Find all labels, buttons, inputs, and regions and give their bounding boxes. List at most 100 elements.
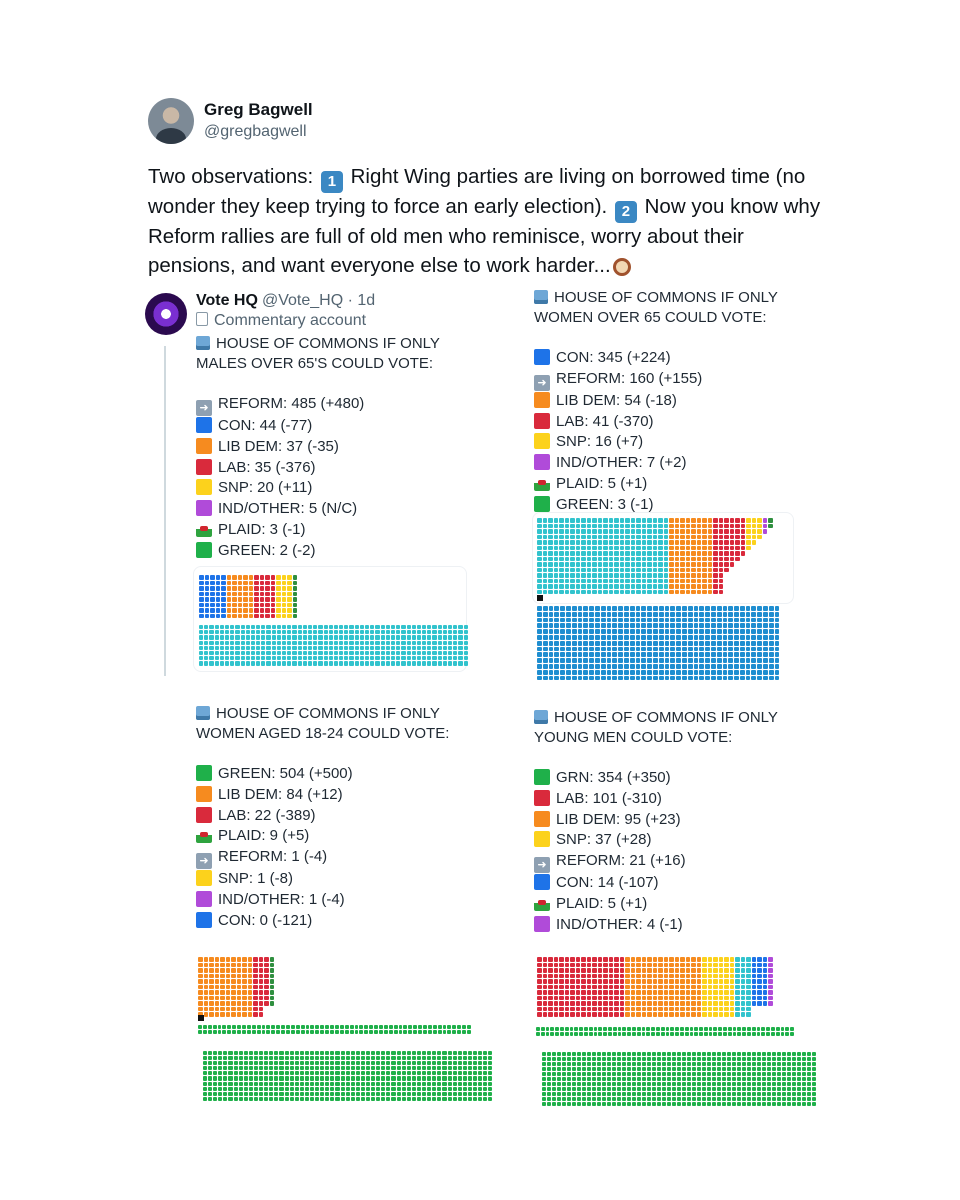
seat — [705, 606, 710, 611]
seat — [745, 611, 751, 617]
seat — [340, 1056, 345, 1061]
seat — [612, 1057, 616, 1061]
seat — [581, 584, 586, 589]
seat — [472, 1066, 478, 1071]
seat — [398, 1029, 403, 1034]
seat — [728, 675, 734, 681]
seat — [774, 606, 780, 611]
seat — [228, 1091, 233, 1096]
seat — [264, 979, 269, 984]
result-row: LIB DEM: 95 (+23) — [534, 810, 778, 831]
seat — [740, 540, 745, 545]
quoted-avatar[interactable] — [145, 293, 187, 335]
label-icon — [196, 312, 208, 326]
seat — [376, 1066, 381, 1071]
seat — [330, 1096, 335, 1101]
author-handle[interactable]: @gregbagwell — [204, 123, 307, 140]
seat — [264, 962, 269, 967]
seat — [376, 1091, 381, 1096]
seat — [812, 1072, 816, 1076]
seat — [253, 973, 258, 978]
seat — [680, 984, 685, 989]
seat — [248, 613, 253, 618]
seat — [266, 1029, 271, 1034]
seat — [243, 1086, 248, 1091]
seat — [401, 1061, 406, 1066]
quoted-name[interactable]: Vote HQ — [196, 292, 258, 309]
seat — [603, 589, 608, 594]
seat — [707, 984, 712, 989]
seat — [247, 968, 252, 973]
seat — [724, 579, 729, 584]
seat — [427, 1061, 432, 1066]
seat — [237, 1025, 242, 1029]
seat — [692, 1052, 696, 1056]
seat — [238, 1071, 243, 1076]
result-text: LAB: 101 (-310) — [556, 789, 662, 807]
seat — [614, 529, 619, 534]
seat — [286, 1025, 290, 1029]
seat — [335, 1091, 340, 1096]
seat — [328, 630, 333, 635]
seat — [375, 635, 380, 640]
result-row: IND/OTHER: 5 (N/C) — [196, 499, 440, 520]
seat — [763, 611, 768, 617]
seat — [553, 523, 558, 528]
seat — [411, 1056, 416, 1061]
quoted-meta[interactable]: @Vote_HQ · 1d — [262, 292, 376, 309]
seat — [304, 1066, 309, 1071]
seat — [271, 645, 276, 650]
seat — [462, 1096, 467, 1101]
seat — [647, 1097, 651, 1101]
author-name[interactable]: Greg Bagwell — [204, 100, 313, 119]
seat — [667, 1082, 671, 1086]
seat — [281, 608, 286, 613]
seat — [586, 973, 591, 978]
seat — [204, 661, 209, 666]
seat — [662, 1082, 666, 1086]
seat — [707, 962, 712, 967]
seat — [581, 1001, 586, 1006]
seat — [571, 675, 577, 681]
seat — [466, 1029, 471, 1034]
seat — [752, 579, 757, 584]
seat — [204, 645, 209, 650]
seat — [281, 580, 286, 585]
seat — [658, 957, 663, 962]
seat — [274, 1091, 279, 1096]
seat — [597, 534, 602, 539]
seat — [782, 1052, 786, 1056]
seat — [330, 1076, 335, 1081]
seat — [564, 551, 569, 556]
seat — [732, 1057, 736, 1061]
seat — [677, 1062, 681, 1066]
seat — [637, 1072, 641, 1076]
seat — [757, 1082, 761, 1086]
seat — [718, 1012, 723, 1017]
seat — [432, 661, 437, 666]
seat — [641, 669, 647, 675]
seat — [674, 529, 679, 534]
seat — [652, 611, 658, 617]
seat — [335, 1096, 340, 1101]
seat — [612, 652, 618, 658]
panel-header-line1: HOUSE OF COMMONS IF ONLY — [196, 334, 440, 354]
seat — [297, 645, 302, 650]
seat — [564, 1031, 569, 1036]
seat — [345, 1091, 350, 1096]
seat — [681, 634, 687, 640]
seat — [422, 1091, 427, 1096]
seat — [299, 1081, 304, 1086]
seat — [702, 962, 707, 967]
seat — [223, 1061, 228, 1066]
seat — [774, 611, 780, 617]
seat — [330, 1029, 334, 1034]
seat — [401, 1051, 406, 1056]
author-avatar[interactable] — [148, 98, 194, 144]
seat — [627, 1077, 631, 1081]
seat — [218, 1061, 223, 1066]
seat — [230, 625, 235, 630]
seat — [437, 630, 442, 635]
seat — [287, 575, 292, 580]
seat — [722, 646, 728, 652]
